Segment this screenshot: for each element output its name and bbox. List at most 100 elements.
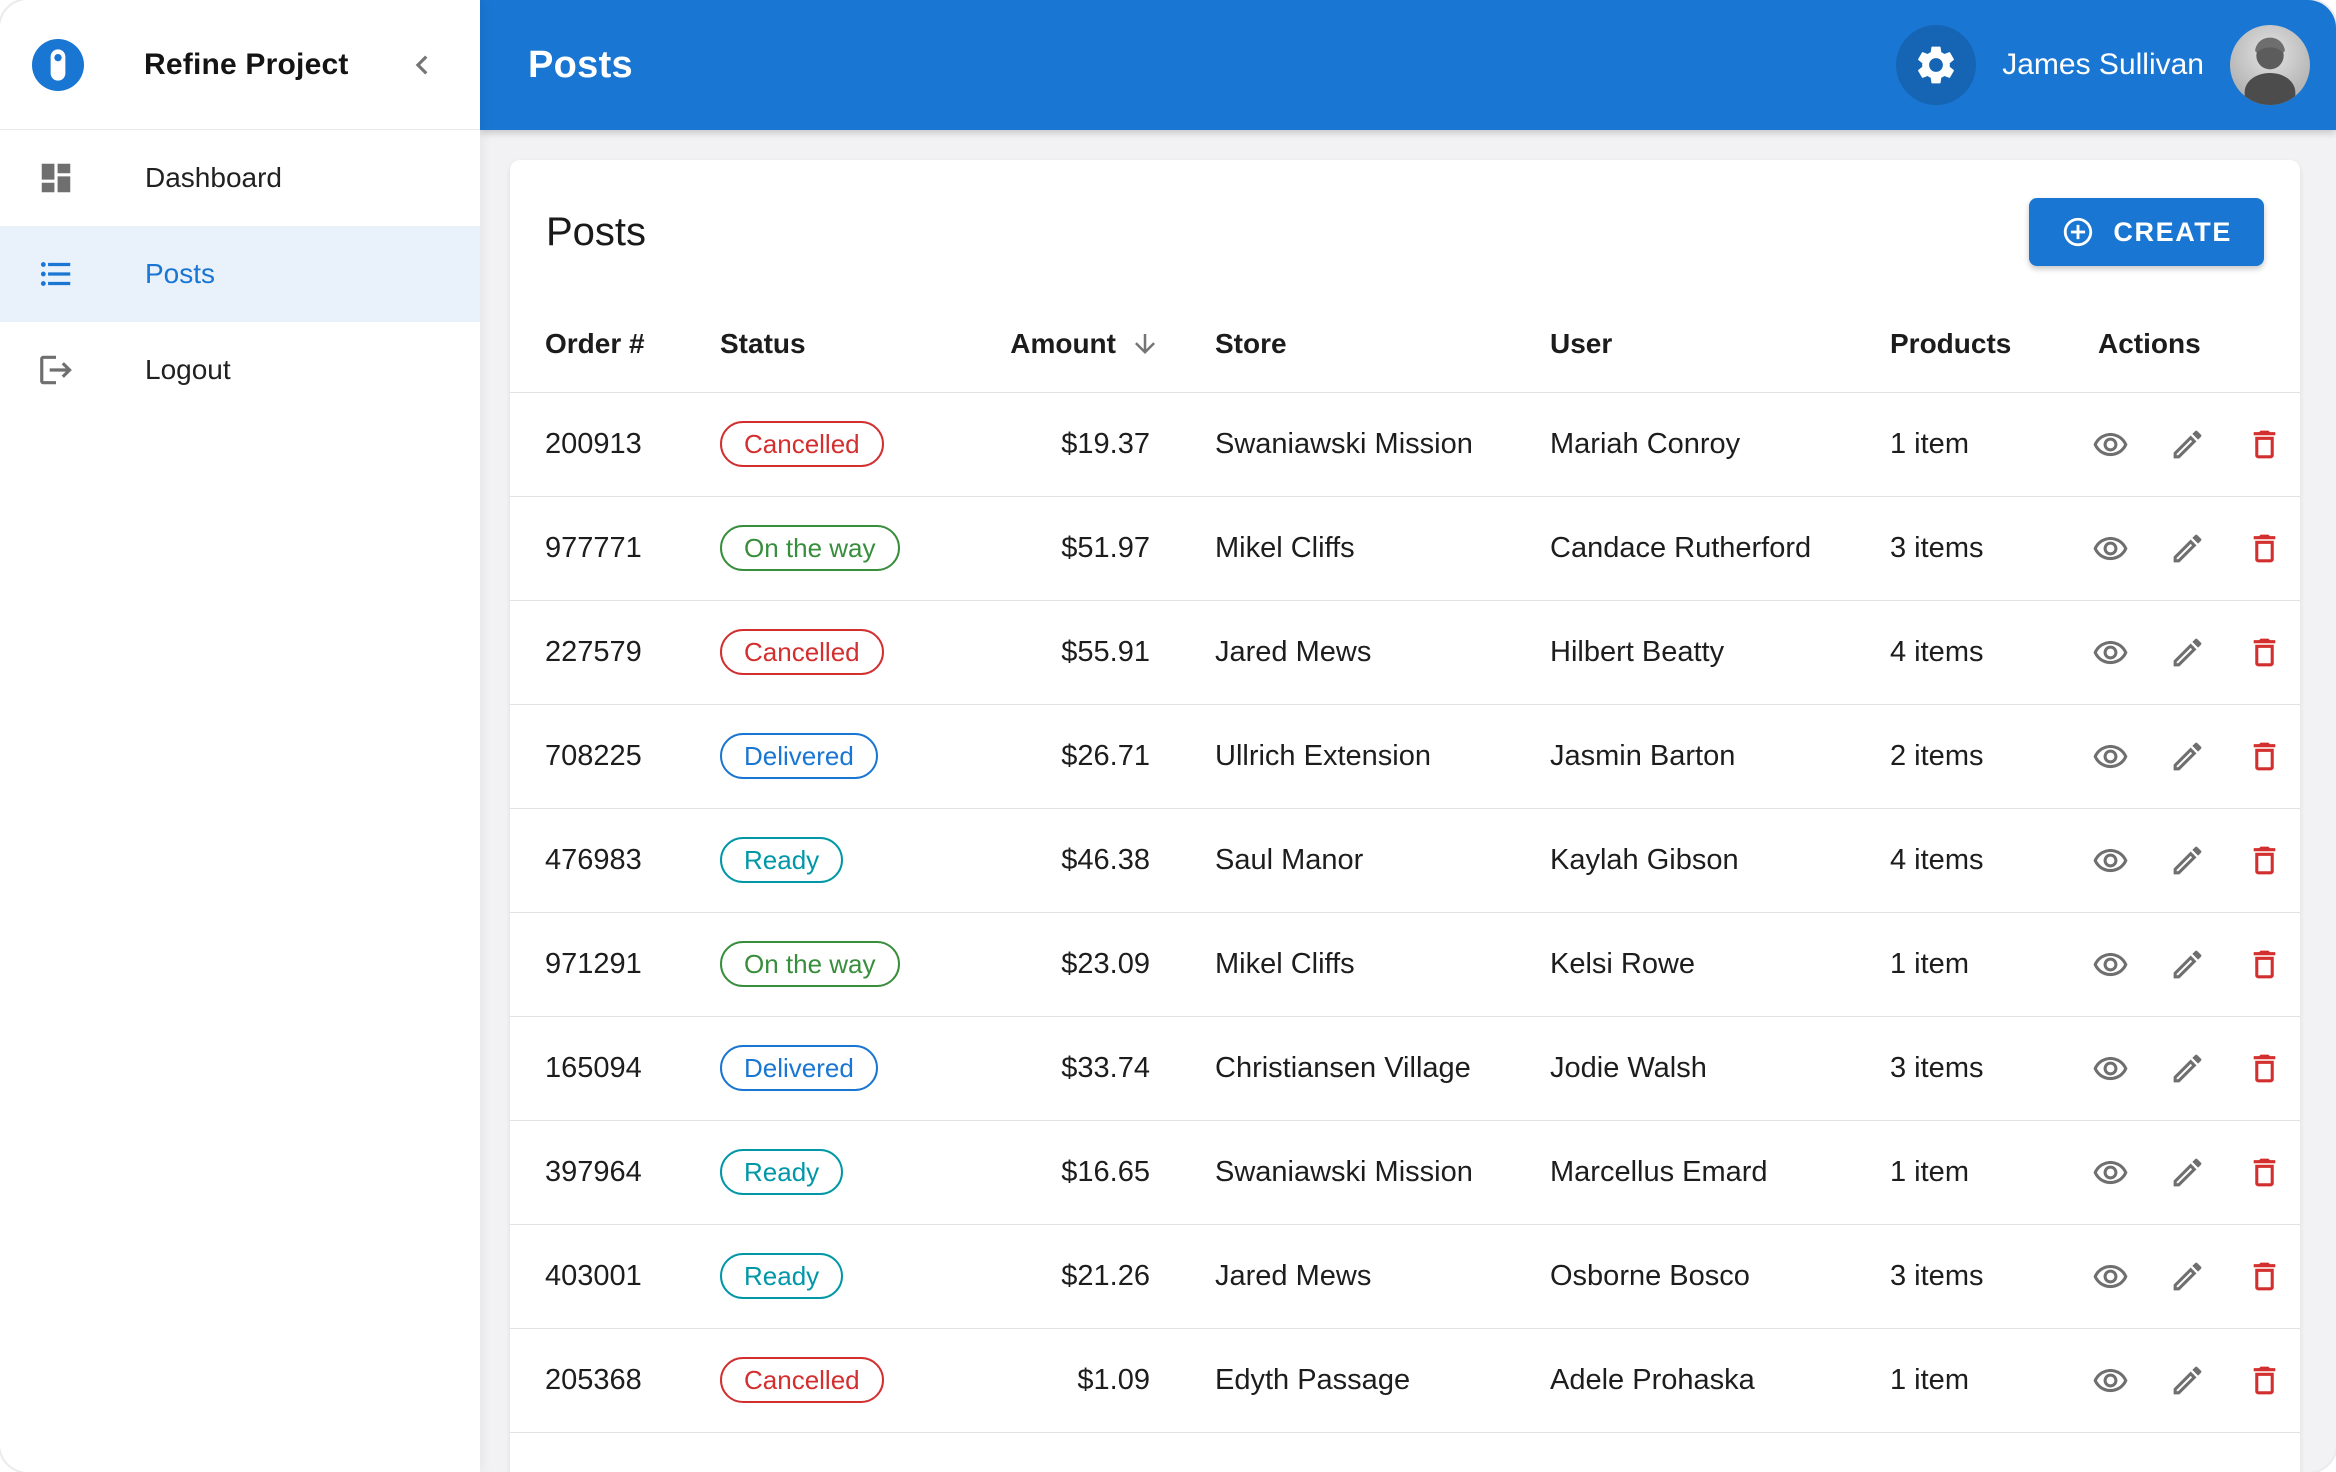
pencil-icon (2169, 426, 2206, 463)
cell-amount: $16.65 (960, 1119, 1180, 1224)
cell-actions (2065, 807, 2300, 912)
view-button[interactable] (2090, 1152, 2130, 1192)
view-button[interactable] (2090, 1360, 2130, 1400)
cell-store: Edyth Passage (1180, 1327, 1515, 1432)
edit-button[interactable] (2167, 840, 2207, 880)
sidebar-menu: Dashboard Posts Logout (0, 130, 480, 418)
cell-actions (2065, 911, 2300, 1016)
delete-button[interactable] (2244, 424, 2284, 464)
delete-button[interactable] (2244, 1256, 2284, 1296)
status-badge: On the way (720, 941, 900, 987)
eye-icon (2092, 530, 2129, 567)
cell-status: Cancelled (685, 1327, 960, 1432)
cell-amount: $21.26 (960, 1223, 1180, 1328)
cell-status: Ready (685, 1119, 960, 1224)
cell-order: 977771 (510, 495, 685, 600)
cell-user: Adele Prohaska (1515, 1327, 1855, 1432)
edit-button[interactable] (2167, 528, 2207, 568)
column-header-store[interactable]: Store (1215, 327, 1287, 359)
delete-button[interactable] (2244, 632, 2284, 672)
trash-icon (2246, 946, 2283, 983)
cell-store: Swaniawski Mission (1180, 1119, 1515, 1224)
status-badge: Ready (720, 1253, 844, 1299)
column-header-products[interactable]: Products (1890, 327, 2012, 359)
sidebar-item-dashboard[interactable]: Dashboard (0, 130, 480, 226)
cell-user: Marcellus Emard (1515, 1119, 1855, 1224)
trash-icon (2246, 1362, 2283, 1399)
header-actions: James Sullivan (1896, 25, 2310, 105)
pencil-icon (2169, 1154, 2206, 1191)
view-button[interactable] (2090, 632, 2130, 672)
cell-actions (2065, 1327, 2300, 1432)
delete-button[interactable] (2244, 840, 2284, 880)
app-header: Posts James Sullivan (480, 0, 2336, 130)
cell-user: Osborne Bosco (1515, 1223, 1855, 1328)
delete-button[interactable] (2244, 1048, 2284, 1088)
column-header-actions: Actions (2098, 327, 2201, 359)
view-button[interactable] (2090, 736, 2130, 776)
eye-icon (2092, 634, 2129, 671)
view-button[interactable] (2090, 840, 2130, 880)
content-area: Posts CREATE Order # (480, 130, 2336, 1472)
user-avatar[interactable] (2230, 25, 2310, 105)
delete-button[interactable] (2244, 528, 2284, 568)
view-button[interactable] (2090, 424, 2130, 464)
view-button[interactable] (2090, 1048, 2130, 1088)
edit-button[interactable] (2167, 1048, 2207, 1088)
cell-products: 4 items (1855, 599, 2065, 704)
column-header-user[interactable]: User (1550, 327, 1613, 359)
sidebar-item-posts[interactable]: Posts (0, 226, 480, 322)
cell-products: 1 item (1855, 1119, 2065, 1224)
pencil-icon (2169, 530, 2206, 567)
sidebar-item-logout[interactable]: Logout (0, 322, 480, 418)
sidebar-collapse-button[interactable] (400, 43, 444, 87)
table-row: 200913 Cancelled $19.37 Swaniawski Missi… (510, 391, 2300, 496)
list-icon (37, 255, 75, 293)
delete-button[interactable] (2244, 1152, 2284, 1192)
edit-button[interactable] (2167, 632, 2207, 672)
edit-button[interactable] (2167, 1152, 2207, 1192)
table-row: 205368 Cancelled $1.09 Edyth Passage Ade… (510, 1327, 2300, 1432)
table-row: 227579 Cancelled $55.91 Jared Mews Hilbe… (510, 599, 2300, 704)
pencil-icon (2169, 1258, 2206, 1295)
delete-button[interactable] (2244, 736, 2284, 776)
trash-icon (2246, 1050, 2283, 1087)
edit-button[interactable] (2167, 1360, 2207, 1400)
view-button[interactable] (2090, 944, 2130, 984)
delete-button[interactable] (2244, 1360, 2284, 1400)
pencil-icon (2169, 634, 2206, 671)
eye-icon (2092, 1050, 2129, 1087)
delete-button[interactable] (2244, 944, 2284, 984)
status-badge: Cancelled (720, 1357, 884, 1403)
edit-button[interactable] (2167, 1256, 2207, 1296)
settings-button[interactable] (1896, 25, 1977, 105)
pencil-icon (2169, 946, 2206, 983)
cell-amount: $23.09 (960, 911, 1180, 1016)
status-badge: Delivered (720, 733, 878, 779)
cell-actions (2065, 599, 2300, 704)
column-header-order[interactable]: Order # (545, 327, 645, 359)
create-button[interactable]: CREATE (2029, 198, 2264, 266)
view-button[interactable] (2090, 528, 2130, 568)
card-header: Posts CREATE (510, 160, 2300, 296)
edit-button[interactable] (2167, 736, 2207, 776)
eye-icon (2092, 1258, 2129, 1295)
cell-order: 227579 (510, 599, 685, 704)
cell-user: Kelsi Rowe (1515, 911, 1855, 1016)
sidebar-item-label: Posts (145, 258, 216, 289)
arrow-down-sort-icon (1130, 329, 1160, 359)
view-button[interactable] (2090, 1256, 2130, 1296)
sidebar-item-label: Dashboard (145, 162, 282, 193)
edit-button[interactable] (2167, 944, 2207, 984)
column-header-status[interactable]: Status (720, 327, 806, 359)
posts-card: Posts CREATE Order # (510, 160, 2300, 1472)
cell-status: Cancelled (685, 391, 960, 496)
eye-icon (2092, 842, 2129, 879)
status-badge: Ready (720, 837, 844, 883)
cell-products: 4 items (1855, 807, 2065, 912)
edit-button[interactable] (2167, 424, 2207, 464)
status-badge: Delivered (720, 1045, 878, 1091)
column-header-amount[interactable]: Amount (960, 296, 1180, 392)
pencil-icon (2169, 1050, 2206, 1087)
